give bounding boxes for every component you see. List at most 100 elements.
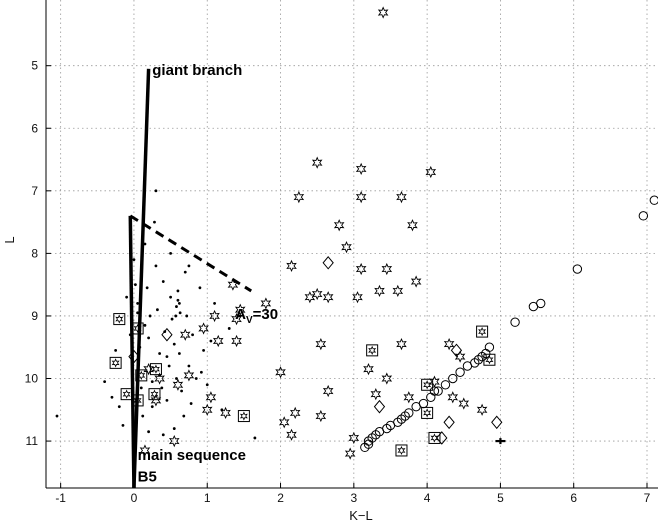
star-point	[234, 303, 246, 316]
dot-point	[147, 430, 151, 434]
dot-point	[176, 289, 180, 293]
star-point	[179, 328, 191, 341]
x-tick-label: 1	[204, 491, 211, 505]
diamond-point	[128, 349, 140, 364]
dot-point	[153, 220, 156, 224]
star-point	[311, 156, 323, 169]
dot-point	[170, 317, 174, 321]
y-tick-label: 10	[25, 372, 39, 386]
dot-point	[167, 364, 171, 368]
dot-point	[154, 189, 158, 193]
boxed-star-point	[120, 388, 133, 401]
dot-point	[205, 383, 209, 387]
star-point	[374, 284, 385, 298]
circle-point	[448, 373, 458, 384]
boxed-star-point	[421, 406, 434, 419]
main-sequence-label: main sequence	[138, 447, 246, 464]
star-point	[392, 284, 404, 298]
dot-point	[175, 305, 178, 308]
star-point	[205, 391, 217, 404]
star-point	[220, 406, 231, 420]
dot-point	[175, 377, 178, 380]
circle-point	[371, 430, 381, 440]
dot-point	[110, 395, 114, 399]
star-point	[231, 334, 242, 348]
star-point	[278, 416, 290, 429]
circle-point	[528, 301, 539, 312]
diamond-point	[322, 255, 334, 270]
dot-point	[209, 339, 213, 343]
star-point	[370, 388, 382, 401]
star-point	[168, 434, 180, 448]
boxed-star-point	[135, 369, 148, 382]
dot-point	[136, 302, 140, 305]
circle-point	[649, 195, 658, 205]
giant-branch-line	[132, 68, 151, 489]
star-point	[286, 259, 297, 273]
boxed-star-point	[237, 410, 250, 423]
boxed-star-point	[428, 431, 441, 444]
x-tick-label: 7	[644, 491, 651, 505]
dot-point	[161, 433, 165, 437]
diamond-point	[450, 343, 463, 358]
star-point	[289, 406, 301, 420]
dot-point	[103, 380, 107, 384]
dot-point	[158, 352, 162, 355]
x-tick-label: 3	[350, 491, 357, 505]
dot-point	[177, 352, 181, 355]
circle-point	[404, 408, 414, 418]
star-point	[150, 394, 162, 407]
dot-point	[136, 311, 140, 315]
diamond-point	[443, 415, 455, 430]
dot-point	[191, 333, 194, 337]
star-point	[227, 278, 239, 291]
y-tick-label: 9	[31, 309, 38, 323]
dot-point	[138, 345, 142, 349]
star-point	[315, 337, 327, 351]
star-point	[183, 369, 195, 382]
dot-point	[187, 264, 191, 268]
dot-point	[165, 399, 169, 402]
x-tick-label: 0	[131, 491, 138, 505]
dot-point	[183, 270, 187, 274]
y-tick-label: 8	[31, 246, 38, 260]
b5-label: B5	[138, 469, 157, 486]
boxed-star-point	[483, 353, 496, 366]
star-point	[293, 190, 305, 204]
circle-point	[363, 439, 374, 449]
dot-point	[143, 242, 147, 246]
star-point	[172, 378, 184, 391]
dot-point	[160, 386, 164, 390]
circle-point	[477, 351, 487, 362]
star-point	[352, 291, 363, 304]
data-points	[55, 6, 658, 460]
dot-point	[132, 258, 136, 262]
dot-point	[202, 348, 205, 352]
circle-point	[385, 420, 396, 431]
circle-point	[433, 386, 443, 396]
boxed-star-point	[421, 378, 434, 391]
dot-point	[172, 342, 176, 346]
star-point	[341, 241, 352, 254]
y-tick-label: 7	[31, 184, 38, 198]
axes: -1 0 1 2 3 4 5 6 7 5 6 7 8 9 10 11	[25, 0, 658, 505]
star-point	[458, 397, 470, 410]
boxed-star-point	[476, 325, 489, 338]
star-point	[315, 409, 327, 423]
annotations: giant branch AV=30 main sequence B5	[138, 62, 278, 486]
star-point	[443, 337, 455, 351]
dot-point	[145, 286, 149, 290]
reference-lines	[128, 68, 253, 489]
star-point	[154, 372, 165, 385]
x-tick-label: 5	[497, 491, 504, 505]
star-point	[407, 219, 418, 232]
extinction-label: AV=30	[235, 306, 278, 326]
boxed-star-point	[366, 344, 379, 357]
diamond-point	[436, 431, 448, 445]
giant-branch-label: giant branch	[152, 62, 242, 79]
dot-point	[55, 414, 59, 418]
y-axis-label: L	[2, 236, 17, 243]
star-point	[355, 262, 367, 276]
dot-point	[150, 405, 154, 409]
